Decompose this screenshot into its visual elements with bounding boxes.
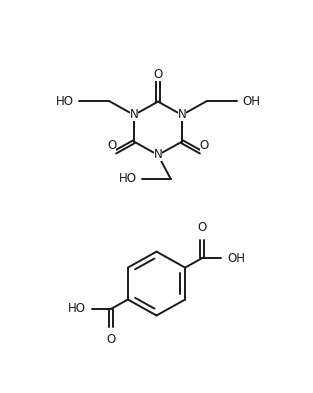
Text: HO: HO [56, 95, 74, 108]
Text: O: O [107, 139, 116, 152]
Text: OH: OH [227, 252, 245, 264]
Text: OH: OH [242, 95, 260, 108]
Text: O: O [200, 139, 209, 152]
Text: O: O [106, 333, 115, 346]
Text: O: O [153, 68, 163, 81]
Text: N: N [177, 108, 186, 121]
Text: O: O [198, 221, 207, 234]
Text: N: N [154, 149, 162, 162]
Text: N: N [130, 108, 138, 121]
Text: HO: HO [119, 172, 137, 185]
Text: HO: HO [68, 303, 86, 316]
